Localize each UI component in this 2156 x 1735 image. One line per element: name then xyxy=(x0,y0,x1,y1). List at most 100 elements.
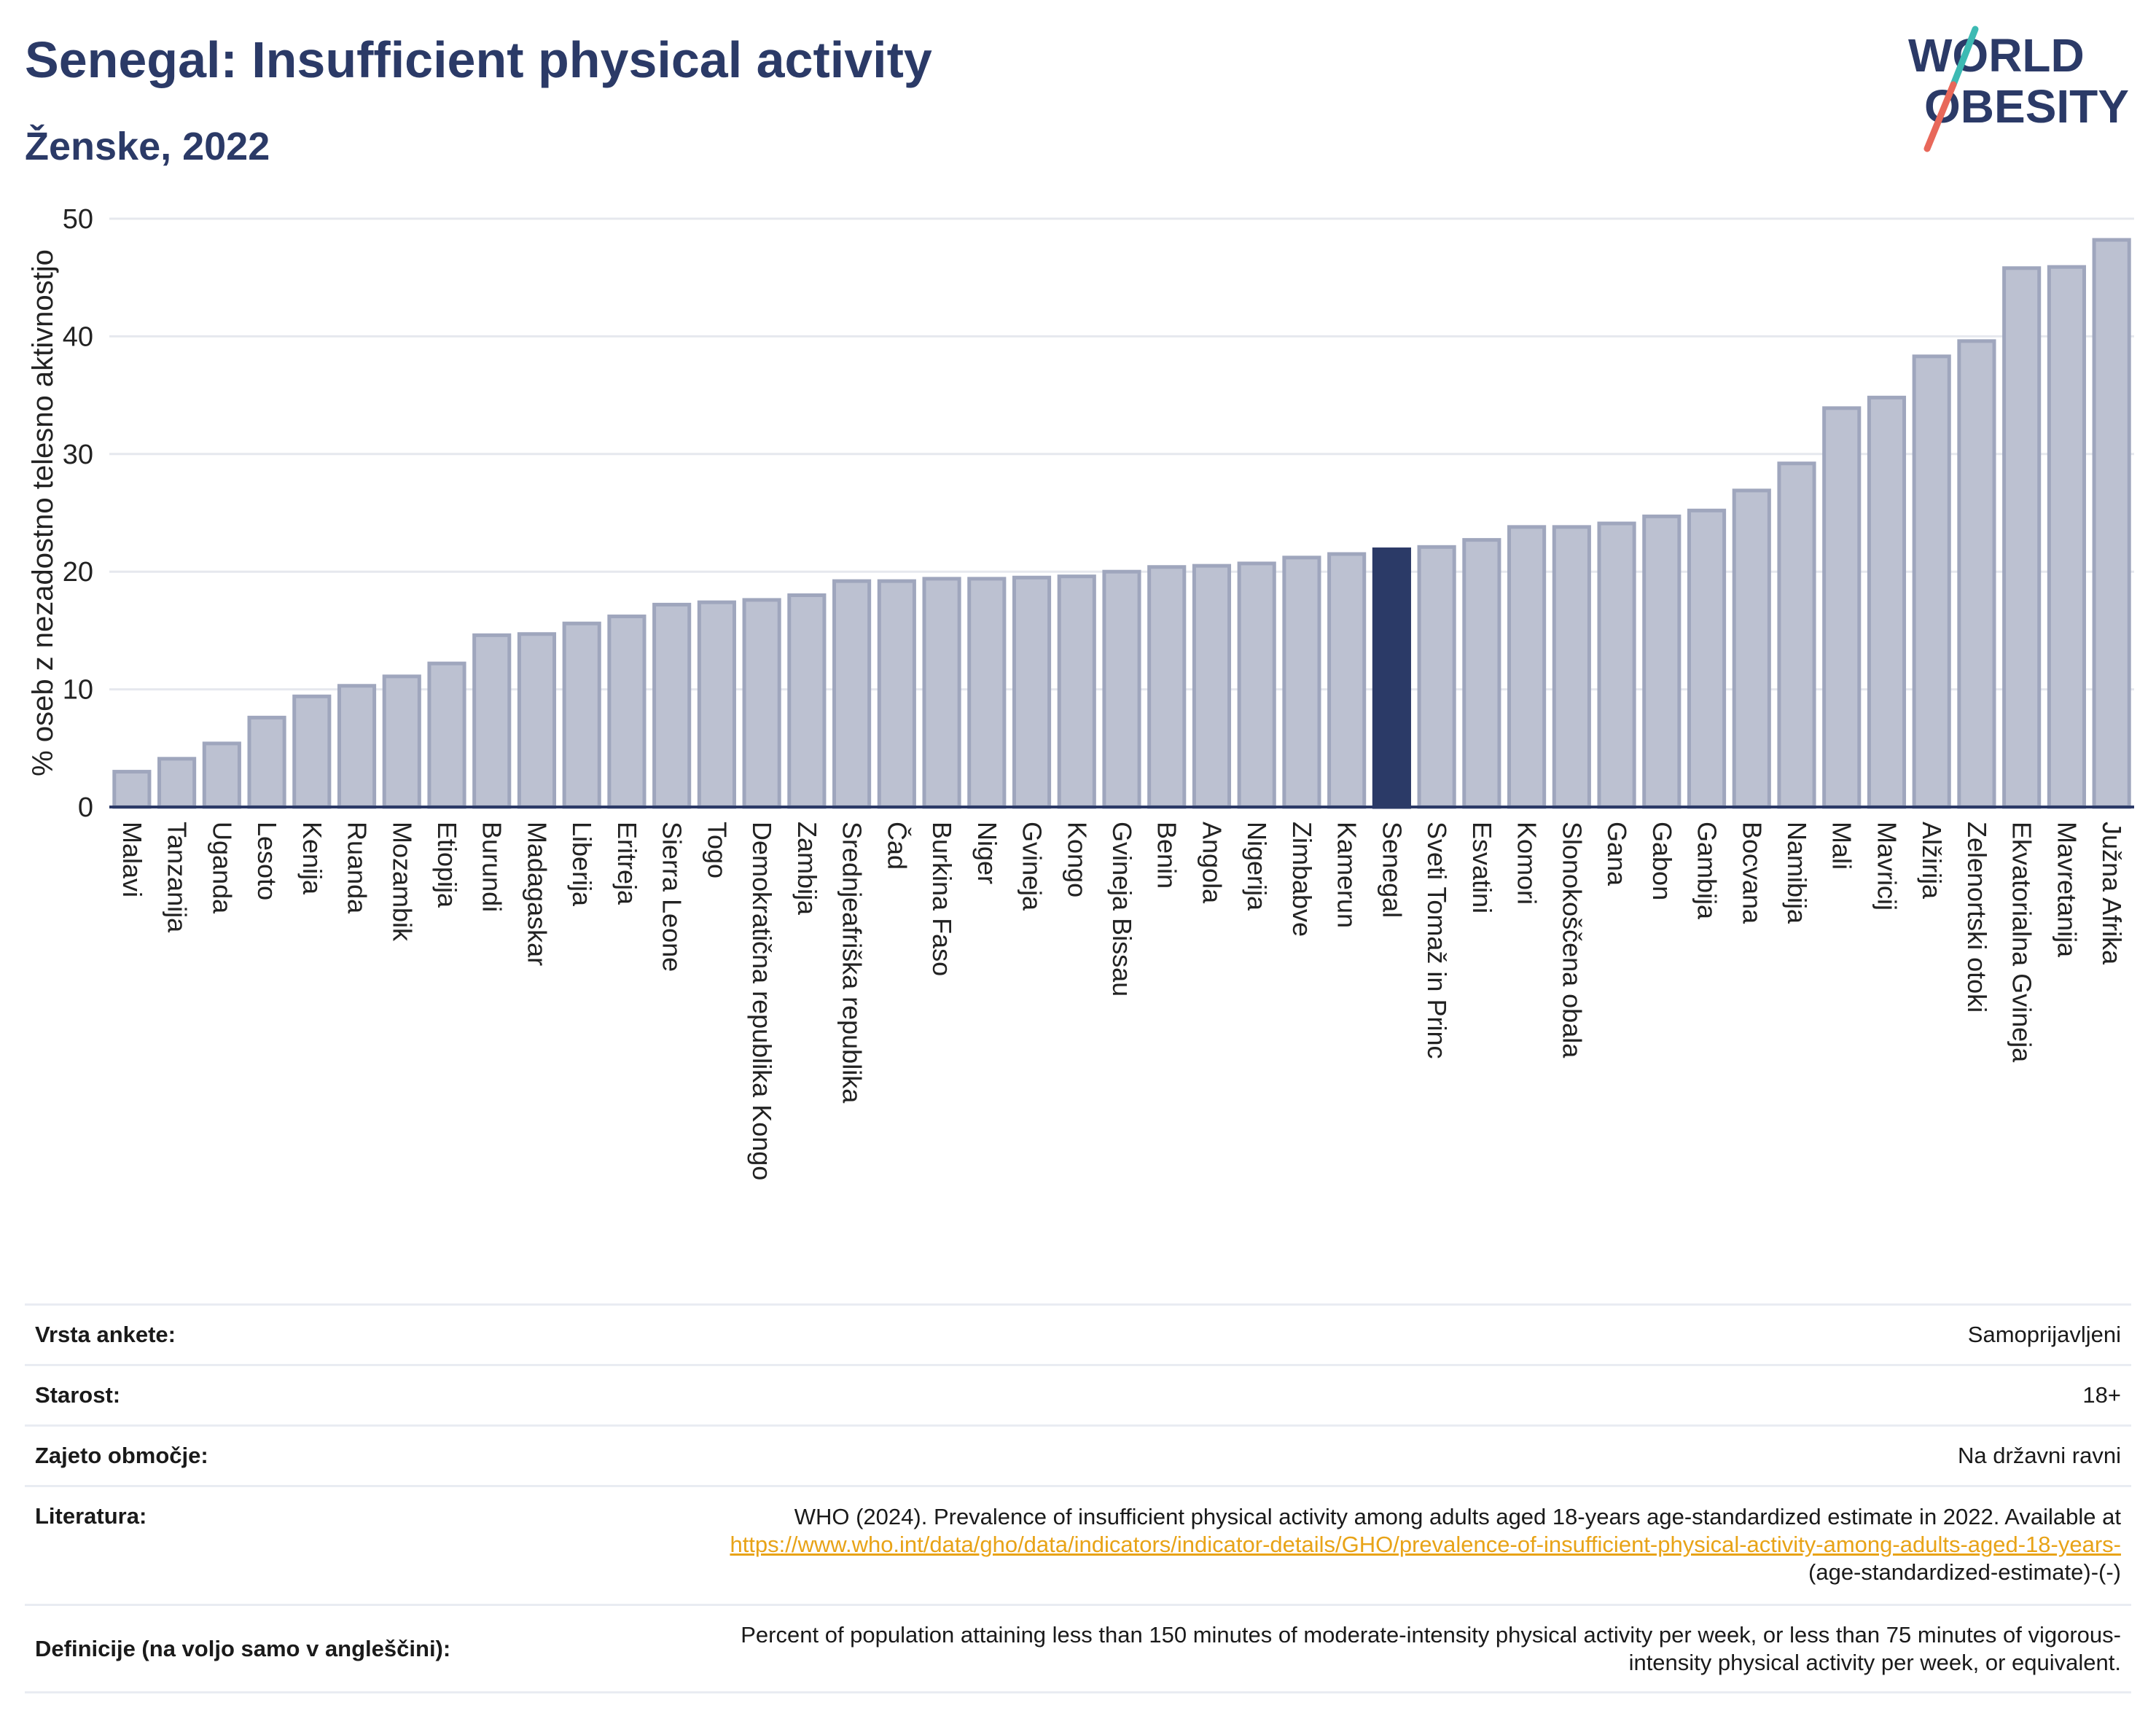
definition-value: Percent of population attaining less tha… xyxy=(701,1604,2131,1693)
y-tick-label: 40 xyxy=(63,321,93,352)
x-tick-label: Ruanda xyxy=(343,822,372,914)
bar xyxy=(1642,514,1682,809)
bar xyxy=(472,633,512,809)
x-tick-label: Zelenortski otoki xyxy=(1962,822,1992,1013)
bar xyxy=(742,598,781,809)
bar xyxy=(1012,575,1052,809)
x-tick-label: Kenija xyxy=(297,822,327,895)
x-tick-label: Liberija xyxy=(567,822,597,907)
y-axis-title: % oseb z nezadostno telesno aktivnostjo xyxy=(27,249,59,776)
y-tick-label: 30 xyxy=(63,440,93,470)
bar xyxy=(1192,564,1232,809)
x-tick-label: Alžirija xyxy=(1917,822,1947,900)
x-tick-label: Nigerija xyxy=(1242,822,1272,911)
bar xyxy=(1912,354,1951,809)
bar xyxy=(652,602,692,809)
bar xyxy=(1057,574,1096,809)
bar xyxy=(1417,545,1456,809)
bar xyxy=(967,577,1007,809)
info-row-survey: Vrsta ankete: Samoprijavljeni xyxy=(25,1303,2131,1365)
info-row-definition: Definicije (na voljo samo v angleščini):… xyxy=(25,1604,2131,1693)
bar xyxy=(202,741,241,809)
bar xyxy=(607,615,647,809)
bar xyxy=(1462,538,1501,809)
y-tick-label: 20 xyxy=(63,557,93,588)
world-obesity-logo: WORLD OBESITY xyxy=(1908,26,2129,152)
bar xyxy=(1102,569,1141,809)
bar xyxy=(1687,508,1727,809)
bar xyxy=(832,579,872,809)
bar xyxy=(1822,406,1862,809)
age-label: Starost: xyxy=(25,1364,701,1426)
bar-chart: 0 10 20 30 40 50 Malavi Tanzanija Uganda Lesoto K… xyxy=(27,204,2134,1180)
logo-slash-teal xyxy=(1950,26,1979,88)
x-tick-label: Slonokoščena obala xyxy=(1557,822,1587,1058)
literature-value: WHO (2024). Prevalence of insufficient p… xyxy=(701,1485,2131,1605)
x-tick-label: Ekvatorialna Gvineja xyxy=(2007,822,2037,1063)
literature-tail: (age-standardized-estimate)-(-) xyxy=(1808,1559,2121,1585)
x-tick-label: Mozambik xyxy=(387,822,417,942)
x-tick-label: Komori xyxy=(1512,822,1542,905)
bar xyxy=(292,694,332,809)
bar xyxy=(2047,265,2086,809)
x-tick-label: Burkina Faso xyxy=(927,822,957,976)
bar xyxy=(787,593,827,809)
bar xyxy=(337,684,377,809)
x-tick-label: Benin xyxy=(1152,822,1182,889)
x-tick-label: Angola xyxy=(1197,822,1227,904)
y-tick-label: 50 xyxy=(63,204,93,235)
bar xyxy=(1282,555,1321,809)
bar xyxy=(1507,525,1547,809)
bar xyxy=(1777,461,1816,809)
x-tick-label: Gana xyxy=(1602,822,1632,886)
bar xyxy=(112,770,152,809)
x-tick-label: Esvatini xyxy=(1467,822,1497,913)
coverage-area-value: Na državni ravni xyxy=(701,1424,2131,1486)
logo-line-2: OBESITY xyxy=(1924,80,2129,133)
page-subtitle: Ženske, 2022 xyxy=(25,125,270,168)
bar xyxy=(2092,238,2131,809)
y-tick-label: 10 xyxy=(63,675,93,706)
bar xyxy=(1597,521,1636,809)
bar xyxy=(157,757,197,809)
x-tick-label: Mali xyxy=(1827,822,1857,870)
x-tick-label: Sierra Leone xyxy=(657,822,687,972)
x-tick-label: Gambija xyxy=(1692,822,1722,920)
x-tick-label: Mavretanija xyxy=(2052,822,2082,958)
x-tick-label: Etiopija xyxy=(432,822,462,908)
x-tick-label: Gvineja xyxy=(1018,822,1047,911)
logo-line-1: WORLD xyxy=(1908,29,2085,82)
x-tick-label: Demokratična republika Kongo xyxy=(747,822,777,1180)
x-tick-label: Južna Afrika xyxy=(2097,822,2127,965)
bar-highlighted xyxy=(1372,547,1411,809)
x-axis-labels: Malavi Tanzanija Uganda Lesoto Kenija Ruanda M… xyxy=(117,822,2127,1180)
literature-label: Literatura: xyxy=(25,1485,701,1605)
bar xyxy=(1957,339,1996,809)
x-tick-label: Togo xyxy=(702,822,732,878)
x-tick-label: Burundi xyxy=(477,822,507,912)
literature-text: WHO (2024). Prevalence of insufficient p… xyxy=(794,1504,2121,1529)
bar xyxy=(2002,266,2042,809)
x-tick-label: Čad xyxy=(882,822,912,870)
bar xyxy=(1552,525,1591,809)
age-value: 18+ xyxy=(701,1364,2131,1426)
bar xyxy=(877,579,916,809)
x-tick-label: Tanzanija xyxy=(163,822,192,933)
x-tick-label: Sveti Tomaž in Princ xyxy=(1422,822,1452,1058)
bar xyxy=(517,632,557,809)
definition-label: Definicije (na voljo samo v angleščini): xyxy=(25,1604,701,1693)
x-tick-label: Zambija xyxy=(792,822,822,916)
literature-link[interactable]: https://www.who.int/data/gho/data/indica… xyxy=(730,1532,2121,1557)
x-tick-label: Namibija xyxy=(1782,822,1812,924)
x-tick-label: Malavi xyxy=(117,822,147,897)
x-tick-label: Lesoto xyxy=(252,822,282,900)
chart-bars xyxy=(112,238,2131,809)
info-row-area: Zajeto območje: Na državni ravni xyxy=(25,1424,2131,1486)
bar xyxy=(922,577,961,809)
bar xyxy=(427,661,466,809)
survey-type-label: Vrsta ankete: xyxy=(25,1303,701,1365)
bar xyxy=(1147,565,1187,809)
x-tick-label: Bocvana xyxy=(1737,822,1767,924)
x-tick-label: Uganda xyxy=(207,822,237,914)
survey-type-value: Samoprijavljeni xyxy=(701,1303,2131,1365)
